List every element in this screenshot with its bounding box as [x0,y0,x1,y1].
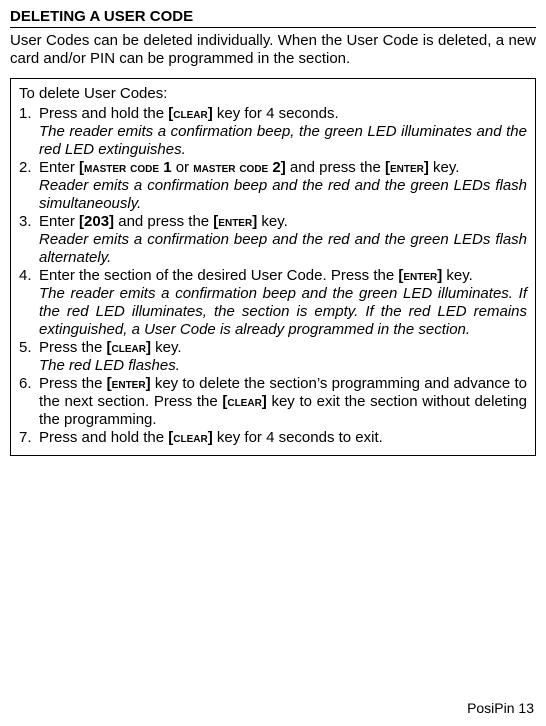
step-body: Enter [203] and press the [enter] key. [39,213,527,231]
key-clear: [clear] [107,339,151,356]
step-text: Press the [39,375,107,392]
step-2-result: Reader emits a confirmation beep and the… [19,177,527,213]
step-number: 4. [19,267,39,285]
step-body: Press and hold the [clear] key for 4 sec… [39,429,527,447]
step-number: 2. [19,159,39,177]
step-number: 3. [19,213,39,231]
step-4-result: The reader emits a confirmation beep and… [19,285,527,339]
step-1: 1. Press and hold the [clear] key for 4 … [19,105,527,123]
step-text: and press the [286,159,385,176]
step-3-result: Reader emits a confirmation beep and the… [19,231,527,267]
step-text: Press and hold the [39,105,168,122]
step-text: Press and hold the [39,429,168,446]
step-text: key. [257,213,288,230]
step-text: Enter [39,159,79,176]
step-text: or [172,159,194,176]
step-number: 1. [19,105,39,123]
step-2: 2. Enter [master code 1 or master code 2… [19,159,527,177]
procedure-label: To delete User Codes: [19,85,527,103]
key-enter: [enter] [107,375,151,392]
step-5: 5. Press the [clear] key. [19,339,527,357]
key-master-code-2: master code 2] [193,159,286,176]
step-text: Press the [39,339,107,356]
step-body: Press the [clear] key. [39,339,527,357]
step-text: key for 4 seconds to exit. [213,429,383,446]
step-body: Press and hold the [clear] key for 4 sec… [39,105,527,123]
step-body: Enter [master code 1 or master code 2] a… [39,159,527,177]
key-enter: [enter] [213,213,257,230]
intro-paragraph: User Codes can be deleted individually. … [10,32,536,68]
step-text: key. [151,339,182,356]
step-text: key. [442,267,473,284]
key-clear: [clear] [168,105,212,122]
key-master-code-1: [master code 1 [79,159,172,176]
key-enter: [enter] [385,159,429,176]
step-text: key for 4 seconds. [213,105,339,122]
step-text: Enter [39,213,79,230]
step-4: 4. Enter the section of the desired User… [19,267,527,285]
step-1-result: The reader emits a confirmation beep, th… [19,123,527,159]
key-clear: [clear] [222,393,266,410]
page-footer: PosiPin 13 [467,700,534,716]
step-body: Enter the section of the desired User Co… [39,267,527,285]
step-text: and press the [114,213,213,230]
step-5-result: The red LED flashes. [19,357,527,375]
step-text: Enter the section of the desired User Co… [39,267,398,284]
step-number: 5. [19,339,39,357]
step-3: 3. Enter [203] and press the [enter] key… [19,213,527,231]
step-6: 6. Press the [enter] key to delete the s… [19,375,527,429]
key-enter: [enter] [398,267,442,284]
section-heading: DELETING A USER CODE [10,8,536,25]
page: DELETING A USER CODE User Codes can be d… [0,0,546,726]
step-body: Press the [enter] key to delete the sect… [39,375,527,429]
key-203: [203] [79,213,114,230]
step-7: 7. Press and hold the [clear] key for 4 … [19,429,527,447]
key-clear: [clear] [168,429,212,446]
step-text: key. [429,159,460,176]
procedure-box: To delete User Codes: 1. Press and hold … [10,78,536,456]
step-number: 6. [19,375,39,429]
step-number: 7. [19,429,39,447]
heading-rule [10,27,536,28]
